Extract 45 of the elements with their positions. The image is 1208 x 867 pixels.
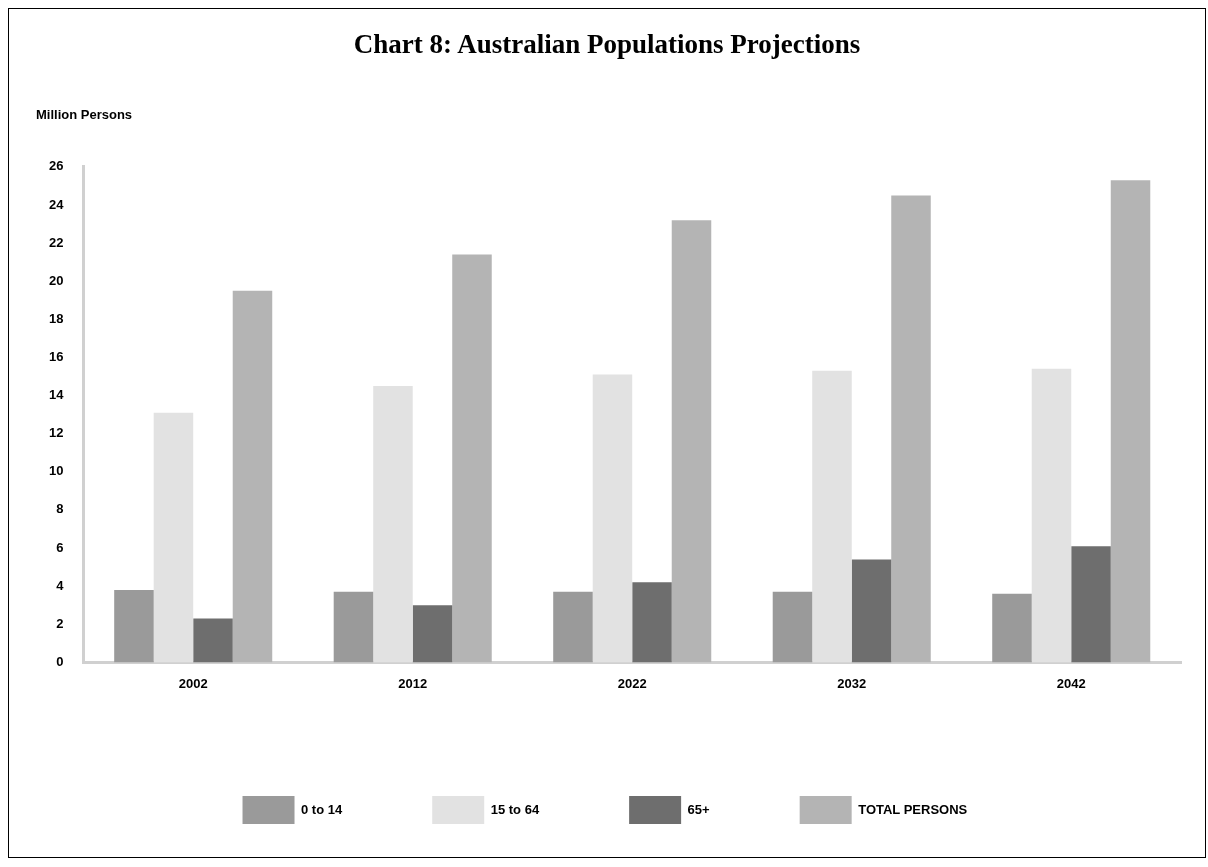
y-tick-label: 14 xyxy=(48,387,65,403)
y-tick-label: 24 xyxy=(48,196,65,212)
bar xyxy=(851,559,892,663)
bar xyxy=(772,591,813,663)
bar xyxy=(1110,180,1151,663)
y-tick-label: 16 xyxy=(48,348,64,364)
x-tick-label: 2022 xyxy=(617,675,647,691)
legend-label: 15 to 64 xyxy=(490,801,540,817)
y-tick-label: 20 xyxy=(48,272,64,288)
bar xyxy=(412,605,453,663)
x-tick-label: 2002 xyxy=(178,675,208,691)
bar xyxy=(452,254,492,663)
legend-label: TOTAL PERSONS xyxy=(858,801,968,817)
chart-title: Chart 8: Australian Populations Projections xyxy=(352,29,862,60)
y-tick-label: 26 xyxy=(48,158,64,174)
bar xyxy=(333,591,374,663)
x-tick-label: 2032 xyxy=(837,675,867,691)
bar xyxy=(992,593,1032,663)
bar xyxy=(153,412,194,663)
y-tick-label: 18 xyxy=(48,310,64,326)
x-tick-label: 2042 xyxy=(1056,675,1086,691)
legend-label: 65+ xyxy=(687,801,711,817)
y-tick-label: 4 xyxy=(56,577,65,593)
y-tick-label: 10 xyxy=(48,463,64,479)
y-tick-label: 22 xyxy=(48,234,64,250)
y-tick-label: 8 xyxy=(56,501,64,517)
bar xyxy=(553,591,593,663)
bar xyxy=(232,290,273,663)
y-tick-label: 0 xyxy=(56,653,64,669)
bar xyxy=(1071,546,1111,663)
bar xyxy=(193,618,233,663)
x-tick-label: 2012 xyxy=(398,675,428,691)
bar xyxy=(632,582,672,663)
bar xyxy=(671,220,712,663)
y-tick-label: 12 xyxy=(48,425,64,441)
bar xyxy=(812,370,852,663)
y-axis-title: Million Persons xyxy=(36,107,133,122)
y-tick-label: 2 xyxy=(56,615,64,631)
bar xyxy=(373,386,413,663)
bar xyxy=(891,195,931,663)
bar xyxy=(592,374,633,663)
legend-label: 0 to 14 xyxy=(301,801,343,817)
bar xyxy=(114,589,154,663)
bar xyxy=(1031,368,1072,663)
y-tick-label: 6 xyxy=(56,539,64,555)
